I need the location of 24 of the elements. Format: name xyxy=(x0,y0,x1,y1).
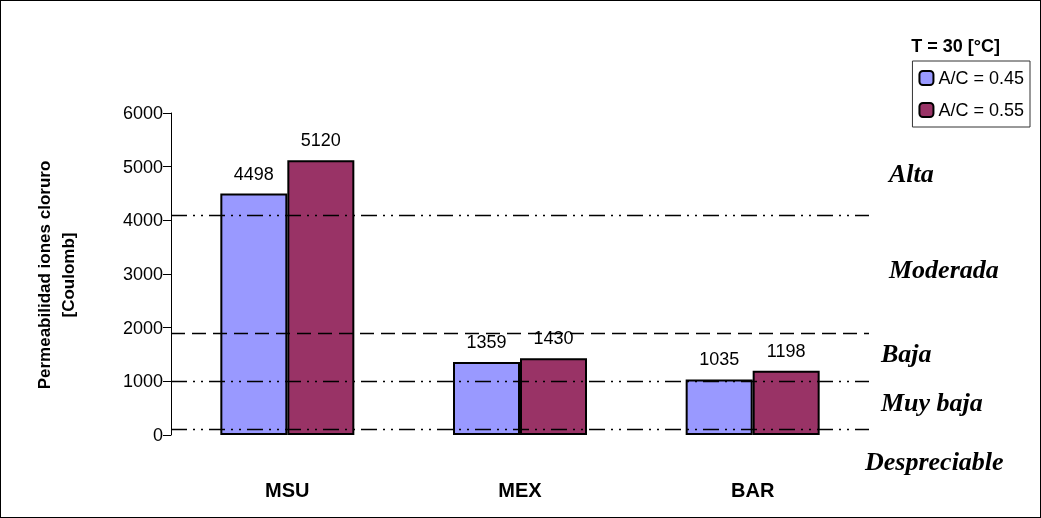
data-label: 1035 xyxy=(699,349,740,370)
data-label: 4498 xyxy=(233,163,274,184)
y-tick-label: 5000 xyxy=(122,156,163,177)
x-tick-label: MEX xyxy=(498,479,543,501)
data-label: 1359 xyxy=(466,332,507,353)
x-tick-label: BAR xyxy=(730,479,775,501)
data-label: 1198 xyxy=(766,340,806,361)
x-tick-label: MSU xyxy=(265,479,310,501)
legend-label: A/C = 0.45 xyxy=(938,68,1025,88)
data-label: 5120 xyxy=(300,130,341,151)
y-axis-title: Permeabilidad iones cloruro [Coulomb] xyxy=(34,160,78,390)
text: Alta xyxy=(887,158,934,188)
text: Muy baja xyxy=(880,387,983,417)
y-tick-label: 0 xyxy=(152,425,163,445)
text: Moderada xyxy=(888,254,999,284)
legend-title: T = 30 [°C] xyxy=(911,36,1000,56)
y-tick-label: 4000 xyxy=(122,210,163,231)
y-tick-label: 2000 xyxy=(122,317,163,338)
legend-label: A/C = 0.55 xyxy=(938,100,1025,120)
text: Baja xyxy=(880,338,932,368)
y-tick-label: 3000 xyxy=(122,264,163,284)
y-tick-label: 1000 xyxy=(122,371,163,392)
text: Despreciable xyxy=(864,446,1004,476)
y-tick-label: 6000 xyxy=(122,103,163,123)
